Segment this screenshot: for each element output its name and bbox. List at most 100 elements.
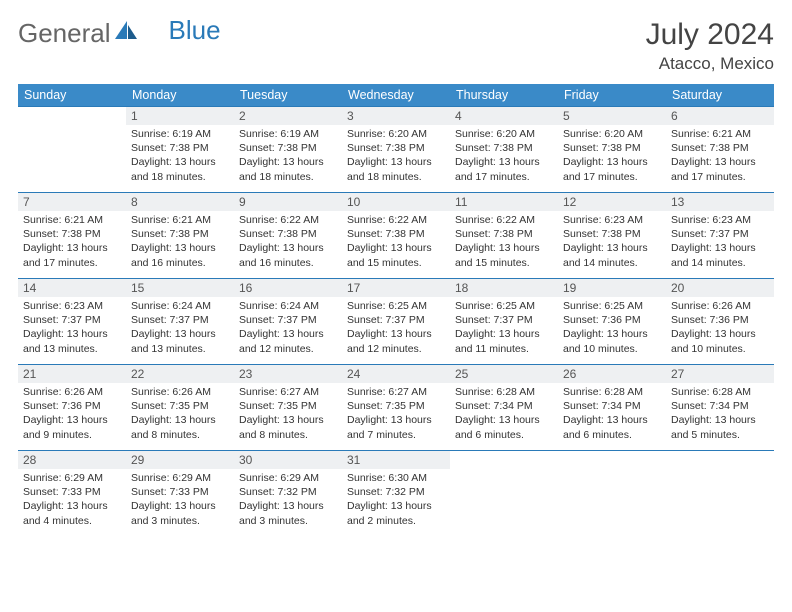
sunrise-text: Sunrise: 6:23 AM (563, 213, 661, 227)
weekday-header: Friday (558, 84, 666, 107)
calendar-cell: 13Sunrise: 6:23 AMSunset: 7:37 PMDayligh… (666, 193, 774, 279)
day-number: 27 (666, 365, 774, 383)
calendar-cell: 27Sunrise: 6:28 AMSunset: 7:34 PMDayligh… (666, 365, 774, 451)
daylight-text: Daylight: 13 hours and 18 minutes. (131, 155, 229, 183)
day-number: 24 (342, 365, 450, 383)
sunrise-text: Sunrise: 6:26 AM (131, 385, 229, 399)
day-details: Sunrise: 6:28 AMSunset: 7:34 PMDaylight:… (450, 383, 558, 446)
daylight-text: Daylight: 13 hours and 8 minutes. (239, 413, 337, 441)
calendar-cell: 4Sunrise: 6:20 AMSunset: 7:38 PMDaylight… (450, 107, 558, 193)
brand-text-2: Blue (169, 15, 221, 46)
calendar-cell: 18Sunrise: 6:25 AMSunset: 7:37 PMDayligh… (450, 279, 558, 365)
sunrise-text: Sunrise: 6:29 AM (23, 471, 121, 485)
day-number: 16 (234, 279, 342, 297)
day-details: Sunrise: 6:25 AMSunset: 7:36 PMDaylight:… (558, 297, 666, 360)
calendar-cell: 6Sunrise: 6:21 AMSunset: 7:38 PMDaylight… (666, 107, 774, 193)
sunrise-text: Sunrise: 6:23 AM (671, 213, 769, 227)
calendar-row: 7Sunrise: 6:21 AMSunset: 7:38 PMDaylight… (18, 193, 774, 279)
weekday-header: Tuesday (234, 84, 342, 107)
calendar-cell: 2Sunrise: 6:19 AMSunset: 7:38 PMDaylight… (234, 107, 342, 193)
calendar-cell: 31Sunrise: 6:30 AMSunset: 7:32 PMDayligh… (342, 451, 450, 537)
day-details: Sunrise: 6:23 AMSunset: 7:37 PMDaylight:… (18, 297, 126, 360)
calendar-cell: 26Sunrise: 6:28 AMSunset: 7:34 PMDayligh… (558, 365, 666, 451)
day-number (558, 451, 666, 469)
calendar-cell: 19Sunrise: 6:25 AMSunset: 7:36 PMDayligh… (558, 279, 666, 365)
calendar-cell: 22Sunrise: 6:26 AMSunset: 7:35 PMDayligh… (126, 365, 234, 451)
sunrise-text: Sunrise: 6:25 AM (455, 299, 553, 313)
calendar-row: 1Sunrise: 6:19 AMSunset: 7:38 PMDaylight… (18, 107, 774, 193)
day-number: 20 (666, 279, 774, 297)
sunrise-text: Sunrise: 6:21 AM (23, 213, 121, 227)
sunset-text: Sunset: 7:38 PM (455, 141, 553, 155)
calendar-cell: 30Sunrise: 6:29 AMSunset: 7:32 PMDayligh… (234, 451, 342, 537)
daylight-text: Daylight: 13 hours and 10 minutes. (563, 327, 661, 355)
daylight-text: Daylight: 13 hours and 8 minutes. (131, 413, 229, 441)
daylight-text: Daylight: 13 hours and 17 minutes. (455, 155, 553, 183)
sunset-text: Sunset: 7:37 PM (671, 227, 769, 241)
day-details: Sunrise: 6:20 AMSunset: 7:38 PMDaylight:… (342, 125, 450, 188)
sunset-text: Sunset: 7:36 PM (671, 313, 769, 327)
sunset-text: Sunset: 7:38 PM (239, 227, 337, 241)
day-number (666, 451, 774, 469)
daylight-text: Daylight: 13 hours and 12 minutes. (347, 327, 445, 355)
sunrise-text: Sunrise: 6:25 AM (563, 299, 661, 313)
daylight-text: Daylight: 13 hours and 15 minutes. (455, 241, 553, 269)
calendar-cell: 16Sunrise: 6:24 AMSunset: 7:37 PMDayligh… (234, 279, 342, 365)
sunrise-text: Sunrise: 6:24 AM (239, 299, 337, 313)
sunset-text: Sunset: 7:38 PM (131, 141, 229, 155)
daylight-text: Daylight: 13 hours and 6 minutes. (563, 413, 661, 441)
sunset-text: Sunset: 7:33 PM (23, 485, 121, 499)
calendar-cell: 12Sunrise: 6:23 AMSunset: 7:38 PMDayligh… (558, 193, 666, 279)
day-details: Sunrise: 6:28 AMSunset: 7:34 PMDaylight:… (666, 383, 774, 446)
day-details: Sunrise: 6:19 AMSunset: 7:38 PMDaylight:… (234, 125, 342, 188)
sunrise-text: Sunrise: 6:20 AM (347, 127, 445, 141)
daylight-text: Daylight: 13 hours and 13 minutes. (23, 327, 121, 355)
page-header: General Blue July 2024 Atacco, Mexico (18, 18, 774, 74)
day-details: Sunrise: 6:22 AMSunset: 7:38 PMDaylight:… (342, 211, 450, 274)
sunset-text: Sunset: 7:35 PM (347, 399, 445, 413)
daylight-text: Daylight: 13 hours and 7 minutes. (347, 413, 445, 441)
sunset-text: Sunset: 7:37 PM (455, 313, 553, 327)
day-number: 31 (342, 451, 450, 469)
daylight-text: Daylight: 13 hours and 6 minutes. (455, 413, 553, 441)
sunset-text: Sunset: 7:33 PM (131, 485, 229, 499)
day-number: 9 (234, 193, 342, 211)
calendar-cell: 11Sunrise: 6:22 AMSunset: 7:38 PMDayligh… (450, 193, 558, 279)
day-details: Sunrise: 6:27 AMSunset: 7:35 PMDaylight:… (342, 383, 450, 446)
calendar-cell: 15Sunrise: 6:24 AMSunset: 7:37 PMDayligh… (126, 279, 234, 365)
sunrise-text: Sunrise: 6:27 AM (239, 385, 337, 399)
sunset-text: Sunset: 7:37 PM (347, 313, 445, 327)
sunrise-text: Sunrise: 6:25 AM (347, 299, 445, 313)
weekday-header: Saturday (666, 84, 774, 107)
weekday-header: Wednesday (342, 84, 450, 107)
day-number: 14 (18, 279, 126, 297)
day-number: 29 (126, 451, 234, 469)
daylight-text: Daylight: 13 hours and 14 minutes. (671, 241, 769, 269)
sunrise-text: Sunrise: 6:20 AM (563, 127, 661, 141)
day-details: Sunrise: 6:24 AMSunset: 7:37 PMDaylight:… (126, 297, 234, 360)
day-details: Sunrise: 6:23 AMSunset: 7:38 PMDaylight:… (558, 211, 666, 274)
page-title: July 2024 (646, 18, 774, 52)
sunrise-text: Sunrise: 6:20 AM (455, 127, 553, 141)
daylight-text: Daylight: 13 hours and 17 minutes. (23, 241, 121, 269)
daylight-text: Daylight: 13 hours and 18 minutes. (239, 155, 337, 183)
day-details: Sunrise: 6:29 AMSunset: 7:32 PMDaylight:… (234, 469, 342, 532)
day-details: Sunrise: 6:20 AMSunset: 7:38 PMDaylight:… (558, 125, 666, 188)
day-details: Sunrise: 6:21 AMSunset: 7:38 PMDaylight:… (666, 125, 774, 188)
day-number: 1 (126, 107, 234, 125)
calendar-cell (450, 451, 558, 537)
sunrise-text: Sunrise: 6:21 AM (671, 127, 769, 141)
daylight-text: Daylight: 13 hours and 3 minutes. (131, 499, 229, 527)
sunrise-text: Sunrise: 6:30 AM (347, 471, 445, 485)
day-number: 15 (126, 279, 234, 297)
sunset-text: Sunset: 7:34 PM (455, 399, 553, 413)
sunrise-text: Sunrise: 6:28 AM (563, 385, 661, 399)
calendar-cell: 24Sunrise: 6:27 AMSunset: 7:35 PMDayligh… (342, 365, 450, 451)
calendar-cell: 29Sunrise: 6:29 AMSunset: 7:33 PMDayligh… (126, 451, 234, 537)
calendar-cell: 3Sunrise: 6:20 AMSunset: 7:38 PMDaylight… (342, 107, 450, 193)
calendar-cell: 14Sunrise: 6:23 AMSunset: 7:37 PMDayligh… (18, 279, 126, 365)
title-block: July 2024 Atacco, Mexico (646, 18, 774, 74)
day-number: 18 (450, 279, 558, 297)
day-details: Sunrise: 6:25 AMSunset: 7:37 PMDaylight:… (342, 297, 450, 360)
calendar-cell: 9Sunrise: 6:22 AMSunset: 7:38 PMDaylight… (234, 193, 342, 279)
